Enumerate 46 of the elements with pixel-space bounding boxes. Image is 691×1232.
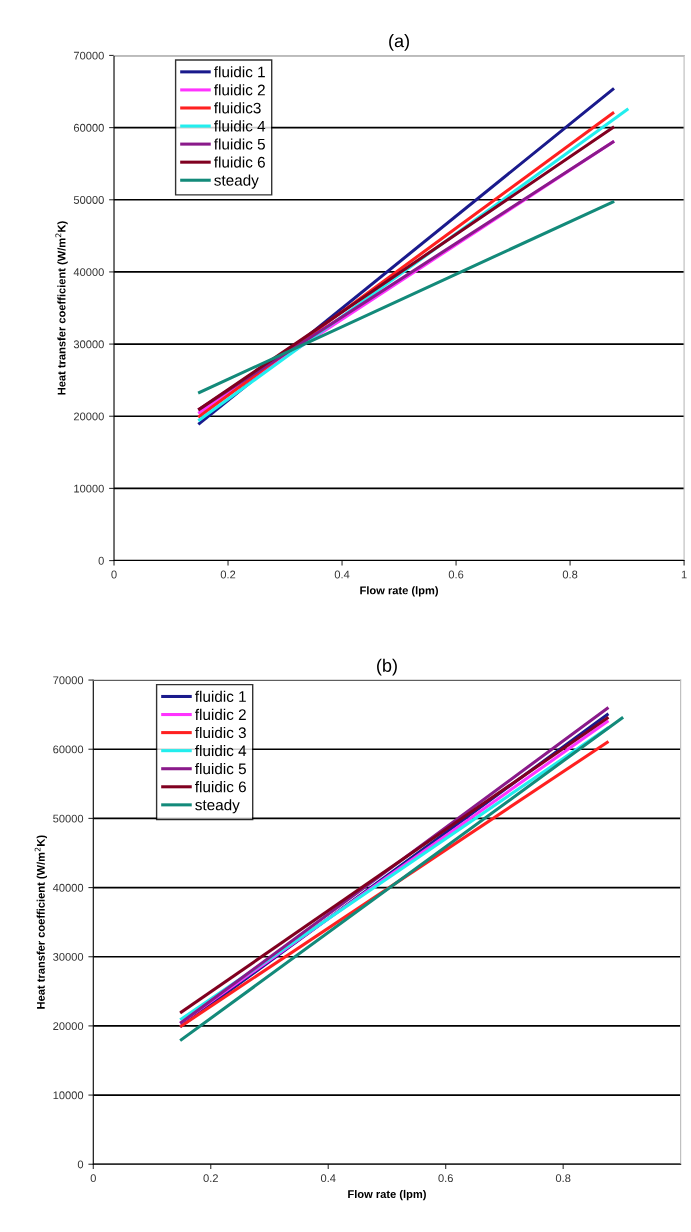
- y-tick-label: 10000: [53, 1091, 84, 1100]
- y-tick-label: 70000: [53, 676, 84, 685]
- x-tick-label: 0: [111, 570, 117, 579]
- legend-label: fluidic 4: [195, 744, 247, 757]
- y-tick-label: 50000: [53, 814, 84, 823]
- y-tick-label: 60000: [73, 123, 104, 132]
- y-tick-label: 20000: [53, 1022, 84, 1031]
- legend-label: fluidic 6: [214, 156, 265, 168]
- y-tick-label: 30000: [73, 340, 104, 349]
- legend-label: steady: [214, 174, 259, 189]
- x-tick-label: 0.6: [448, 570, 464, 579]
- y-tick-label: 10000: [74, 484, 104, 493]
- legend-label: fluidic 6: [195, 781, 246, 793]
- y-tick-label: 50000: [73, 196, 104, 204]
- y-tick-label: 70000: [73, 51, 104, 60]
- legend-label: fluidic3: [214, 102, 261, 114]
- chart-title: (b): [377, 658, 397, 676]
- x-tick-label: 0.6: [438, 1174, 453, 1183]
- y-tick-label: 0: [77, 1160, 84, 1169]
- x-tick-label: 0.4: [320, 1174, 336, 1183]
- x-tick-label: 0.2: [220, 570, 236, 579]
- legend-label: fluidic 2: [195, 708, 246, 721]
- x-tick-label: 0.4: [334, 570, 350, 579]
- legend-label: fluidic 5: [195, 763, 246, 775]
- y-axis-title: Heat transfer coefficient (W/m$^{2}$K): [55, 221, 68, 395]
- x-axis-title: Flow rate (lpm): [348, 1189, 426, 1201]
- y-tick-label: 40000: [52, 883, 84, 892]
- legend-label: fluidic 3: [195, 726, 246, 739]
- y-tick-label: 20000: [73, 412, 104, 421]
- y-tick-label: 30000: [53, 953, 84, 961]
- legend-label: fluidic 5: [214, 138, 265, 150]
- chart-title: (a): [389, 34, 409, 51]
- x-tick-label: 0.8: [555, 1174, 571, 1183]
- legend-label: fluidic 1: [195, 690, 246, 702]
- legend-label: fluidic 2: [214, 84, 265, 96]
- legend-label: fluidic 4: [214, 120, 266, 132]
- x-tick-label: 0.8: [562, 570, 578, 579]
- y-tick-label: 40000: [73, 268, 104, 277]
- x-axis-title: Flow rate (lpm): [360, 586, 439, 597]
- y-tick-label: 0: [98, 556, 104, 565]
- x-tick-label: 0.2: [203, 1174, 218, 1183]
- y-axis-title: Heat transfer coefficient (W/m$^{2}$K): [34, 835, 47, 1009]
- legend-label: fluidic 1: [214, 66, 265, 78]
- y-tick-label: 60000: [53, 745, 84, 754]
- x-tick-label: 1: [681, 570, 687, 579]
- legend-label: steady: [195, 799, 240, 814]
